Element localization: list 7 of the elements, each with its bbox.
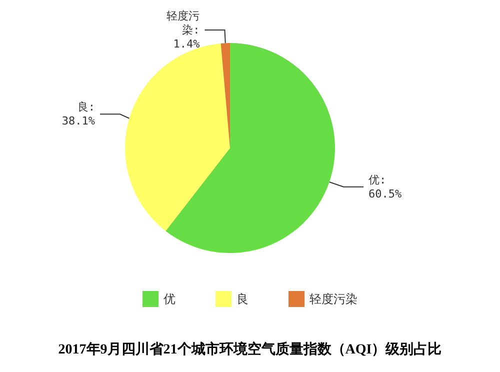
legend-label: 优 xyxy=(164,292,176,306)
text: 2017年9月四川省21个城市环境空气质量指数（AQI）级别占比 xyxy=(58,340,442,358)
data-label: 轻度污染: 1.4% xyxy=(166,10,200,50)
legend-label: 轻度污染 xyxy=(310,292,358,306)
data-label: 优: 60.5% xyxy=(368,173,402,200)
legend-label: 良 xyxy=(236,292,248,306)
data-label: 良: 38.1% xyxy=(62,100,96,128)
